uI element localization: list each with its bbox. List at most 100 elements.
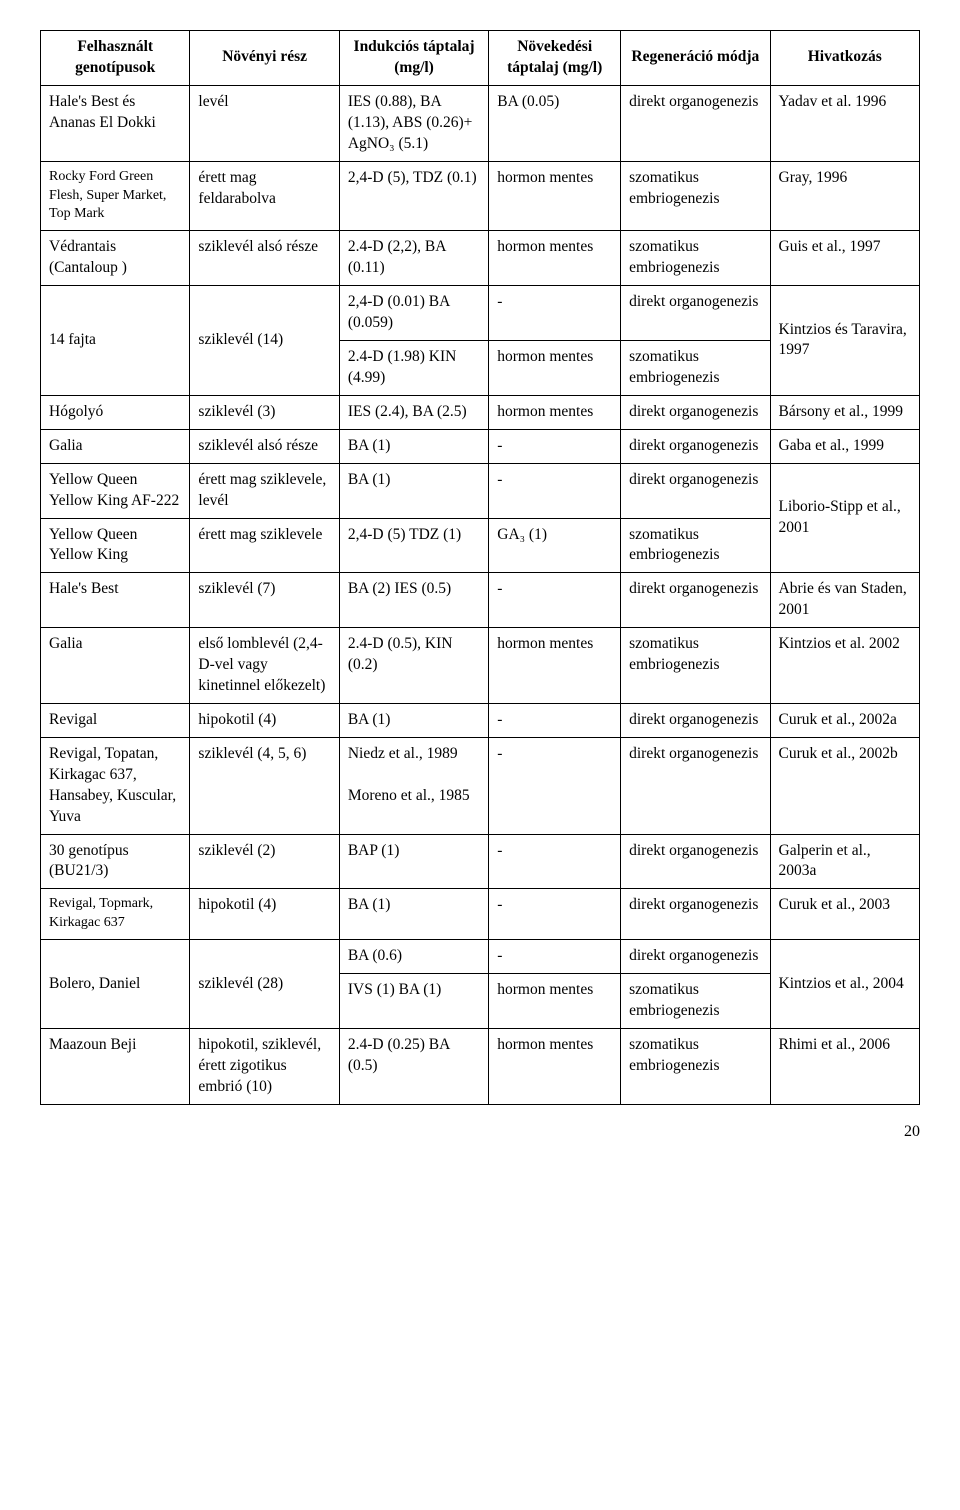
table-row: Hale's Best és Ananas El DokkilevélIES (… [41,85,920,161]
table-cell: - [489,834,621,889]
table-row: Yellow Queen Yellow King AF-222érett mag… [41,463,920,518]
table-cell: - [489,463,621,518]
table-cell: Bolero, Daniel [41,940,190,1029]
table-cell: 2.4-D (1.98) KIN (4.99) [339,340,488,395]
table-cell: szomatikus embriogenezis [621,1028,770,1104]
table-cell: IES (0.88), BA (1.13), ABS (0.26)+ AgNO₃… [339,85,488,161]
table-row: Védrantais (Cantaloup )sziklevél alsó ré… [41,231,920,286]
table-cell: sziklevél alsó része [190,231,339,286]
table-cell: Curuk et al., 2002a [770,703,919,737]
table-cell: direkt organogenezis [621,703,770,737]
table-cell: Liborio-Stipp et al., 2001 [770,463,919,573]
table-cell: hormon mentes [489,231,621,286]
table-cell: Yellow Queen Yellow King [41,518,190,573]
table-cell: Galia [41,429,190,463]
table-cell: Abrie és van Staden, 2001 [770,573,919,628]
table-cell: direkt organogenezis [621,834,770,889]
table-cell: BA (0.6) [339,940,488,974]
table-cell: - [489,573,621,628]
table-cell: Galia [41,628,190,704]
table-cell: Hógolyó [41,395,190,429]
table-cell: 2,4-D (5), TDZ (0.1) [339,161,488,231]
table-cell: Rocky Ford Green Flesh, Super Market, To… [41,161,190,231]
table-cell: hormon mentes [489,395,621,429]
table-row: Revigalhipokotil (4)BA (1)-direkt organo… [41,703,920,737]
table-cell: BA (1) [339,463,488,518]
page-number: 20 [40,1123,920,1141]
table-cell: hipokotil (4) [190,703,339,737]
table-cell: hipokotil (4) [190,889,339,940]
table-cell: - [489,429,621,463]
table-cell: 14 fajta [41,286,190,396]
table-cell: szomatikus embriogenezis [621,340,770,395]
table-row: Revigal, Topmark, Kirkagac 637hipokotil … [41,889,920,940]
table-cell: direkt organogenezis [621,940,770,974]
table-cell: első lomblevél (2,4-D-vel vagy kinetinne… [190,628,339,704]
table-body: Hale's Best és Ananas El DokkilevélIES (… [41,85,920,1104]
table-cell: sziklevél (28) [190,940,339,1029]
table-row: Galiaelső lomblevél (2,4-D-vel vagy kine… [41,628,920,704]
table-cell: direkt organogenezis [621,85,770,161]
table-cell: BA (1) [339,703,488,737]
table-cell: sziklevél alsó része [190,429,339,463]
table-header-row: Felhasznált genotípusok Növényi rész Ind… [41,31,920,86]
table-cell: hormon mentes [489,161,621,231]
table-cell: érett mag sziklevele, levél [190,463,339,518]
table-cell: Yellow Queen Yellow King AF-222 [41,463,190,518]
table-row: Hale's Bestsziklevél (7)BA (2) IES (0.5)… [41,573,920,628]
table-cell: Guis et al., 1997 [770,231,919,286]
col-header-growth: Növekedési táptalaj (mg/l) [489,31,621,86]
col-header-genotypes: Felhasznált genotípusok [41,31,190,86]
table-cell: GA₃ (1) [489,518,621,573]
table-cell: Gaba et al., 1999 [770,429,919,463]
table-cell: direkt organogenezis [621,737,770,834]
table-cell: szomatikus embriogenezis [621,628,770,704]
table-cell: 2.4-D (0.5), KIN (0.2) [339,628,488,704]
table-cell: - [489,889,621,940]
table-cell: Galperin et al., 2003a [770,834,919,889]
table-cell: 2,4-D (5) TDZ (1) [339,518,488,573]
table-cell: Yadav et al. 1996 [770,85,919,161]
table-cell: levél [190,85,339,161]
table-cell: direkt organogenezis [621,573,770,628]
table-cell: Rhimi et al., 2006 [770,1028,919,1104]
table-cell: direkt organogenezis [621,395,770,429]
table-cell: IVS (1) BA (1) [339,974,488,1029]
table-row: Rocky Ford Green Flesh, Super Market, To… [41,161,920,231]
table-cell: hormon mentes [489,628,621,704]
table-cell: - [489,286,621,341]
table-cell: direkt organogenezis [621,429,770,463]
data-table: Felhasznált genotípusok Növényi rész Ind… [40,30,920,1105]
table-cell: - [489,737,621,834]
table-cell: szomatikus embriogenezis [621,231,770,286]
table-cell: szomatikus embriogenezis [621,974,770,1029]
table-cell: hipokotil, sziklevél, érett zigotikus em… [190,1028,339,1104]
table-cell: Revigal, Topatan, Kirkagac 637, Hansabey… [41,737,190,834]
table-cell: Maazoun Beji [41,1028,190,1104]
table-cell: 2.4-D (0.25) BA (0.5) [339,1028,488,1104]
table-row: Hógolyósziklevél (3)IES (2.4), BA (2.5)h… [41,395,920,429]
table-cell: direkt organogenezis [621,286,770,341]
table-cell: Hale's Best és Ananas El Dokki [41,85,190,161]
table-row: Revigal, Topatan, Kirkagac 637, Hansabey… [41,737,920,834]
table-cell: BAP (1) [339,834,488,889]
table-cell: sziklevél (2) [190,834,339,889]
table-cell: BA (1) [339,889,488,940]
table-cell: direkt organogenezis [621,463,770,518]
col-header-regen: Regeneráció módja [621,31,770,86]
table-row: Maazoun Bejihipokotil, sziklevél, érett … [41,1028,920,1104]
table-row: 14 fajtasziklevél (14)2,4-D (0.01) BA (0… [41,286,920,341]
table-cell: sziklevél (4, 5, 6) [190,737,339,834]
table-cell: Curuk et al., 2003 [770,889,919,940]
table-cell: Kintzios et al., 2004 [770,940,919,1029]
table-cell: direkt organogenezis [621,889,770,940]
col-header-reference: Hivatkozás [770,31,919,86]
table-cell: sziklevél (7) [190,573,339,628]
table-cell: Bársony et al., 1999 [770,395,919,429]
table-cell: - [489,703,621,737]
table-cell: hormon mentes [489,1028,621,1104]
table-cell: szomatikus embriogenezis [621,161,770,231]
table-cell: Revigal [41,703,190,737]
table-cell: 2,4-D (0.01) BA (0.059) [339,286,488,341]
table-row: Galiasziklevél alsó részeBA (1)-direkt o… [41,429,920,463]
